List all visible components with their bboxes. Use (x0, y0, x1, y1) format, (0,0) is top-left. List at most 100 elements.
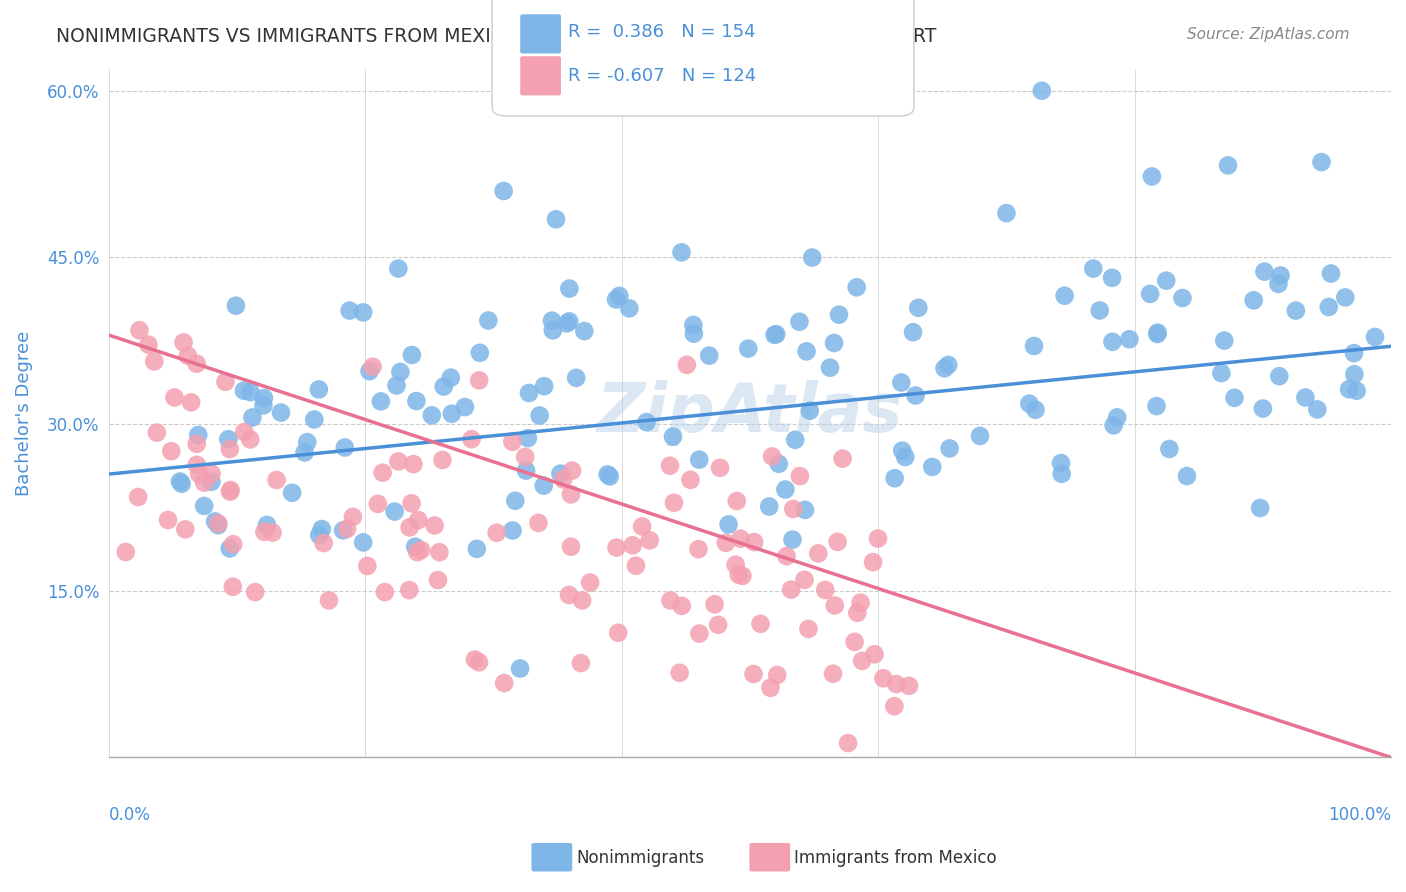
Point (186, 437, 208, 451)
Point (759, 681, 782, 695)
Point (890, 376, 912, 390)
Point (1088, 303, 1111, 318)
Point (782, 533, 804, 547)
Point (605, 541, 627, 555)
Point (297, 435, 319, 450)
Point (837, 736, 859, 750)
Point (1050, 467, 1073, 481)
Point (1294, 391, 1316, 405)
Point (501, 434, 523, 449)
Point (359, 364, 381, 378)
Point (1339, 382, 1361, 396)
Point (766, 668, 789, 682)
Point (775, 549, 797, 563)
Point (558, 282, 581, 296)
Point (342, 509, 364, 524)
Point (703, 597, 725, 611)
Text: 100.0%: 100.0% (1329, 805, 1391, 823)
Point (387, 261, 409, 276)
Point (851, 654, 873, 668)
Point (936, 358, 959, 372)
Point (1154, 274, 1177, 288)
Point (676, 358, 699, 372)
Point (866, 532, 889, 546)
Point (782, 502, 804, 516)
Point (883, 471, 905, 485)
Point (352, 535, 374, 549)
Point (1243, 293, 1265, 308)
Point (636, 415, 658, 429)
Point (717, 517, 740, 532)
Point (785, 433, 807, 447)
Text: R =  0.386   N = 154: R = 0.386 N = 154 (568, 23, 755, 41)
Point (799, 403, 821, 417)
Point (569, 656, 592, 670)
Point (794, 503, 817, 517)
Point (823, 336, 845, 351)
Point (688, 452, 710, 467)
Point (114, 545, 136, 559)
Point (242, 410, 264, 425)
Point (730, 532, 752, 546)
Point (619, 301, 641, 316)
Point (749, 616, 772, 631)
Point (1223, 391, 1246, 405)
Point (737, 342, 759, 356)
Point (797, 622, 820, 636)
Point (389, 365, 412, 379)
Point (468, 373, 491, 387)
Point (907, 301, 929, 315)
Text: R = -0.607   N = 124: R = -0.607 N = 124 (568, 67, 756, 85)
Point (1146, 326, 1168, 341)
Point (384, 504, 406, 518)
Point (1268, 369, 1291, 384)
Point (374, 585, 396, 599)
Point (516, 431, 538, 445)
Point (679, 473, 702, 487)
Point (1171, 291, 1194, 305)
Point (170, 476, 193, 491)
Point (465, 541, 488, 556)
Point (333, 441, 356, 455)
Point (214, 375, 236, 389)
Point (1213, 334, 1236, 348)
Point (505, 493, 527, 508)
Point (1050, 456, 1073, 470)
Point (1102, 418, 1125, 433)
Point (1101, 334, 1123, 349)
Point (631, 519, 654, 533)
Point (550, 467, 572, 481)
Text: NONIMMIGRANTS VS IMMIGRANTS FROM MEXICO BACHELOR'S DEGREE CORRELATION CHART: NONIMMIGRANTS VS IMMIGRANTS FROM MEXICO … (56, 27, 936, 45)
Point (1343, 346, 1365, 360)
Point (253, 391, 276, 405)
Point (714, 536, 737, 550)
Point (1140, 169, 1163, 184)
Point (222, 580, 245, 594)
Point (553, 472, 575, 486)
Point (207, 516, 229, 531)
Point (370, 394, 392, 409)
Text: Source: ZipAtlas.com: Source: ZipAtlas.com (1187, 27, 1350, 42)
Point (233, 425, 256, 439)
Point (311, 522, 333, 536)
Point (821, 666, 844, 681)
Point (502, 524, 524, 538)
Point (318, 593, 340, 607)
Point (561, 464, 583, 478)
Point (433, 379, 456, 393)
Point (527, 516, 550, 530)
Point (863, 647, 886, 661)
Point (1146, 326, 1168, 340)
Point (187, 428, 209, 442)
Point (256, 518, 278, 533)
Point (724, 558, 747, 572)
Point (1118, 332, 1140, 346)
Point (1320, 267, 1343, 281)
Point (1249, 501, 1271, 516)
Point (1022, 339, 1045, 353)
Point (969, 429, 991, 443)
Point (371, 466, 394, 480)
Point (207, 518, 229, 533)
Point (1346, 384, 1368, 398)
Point (560, 540, 582, 554)
